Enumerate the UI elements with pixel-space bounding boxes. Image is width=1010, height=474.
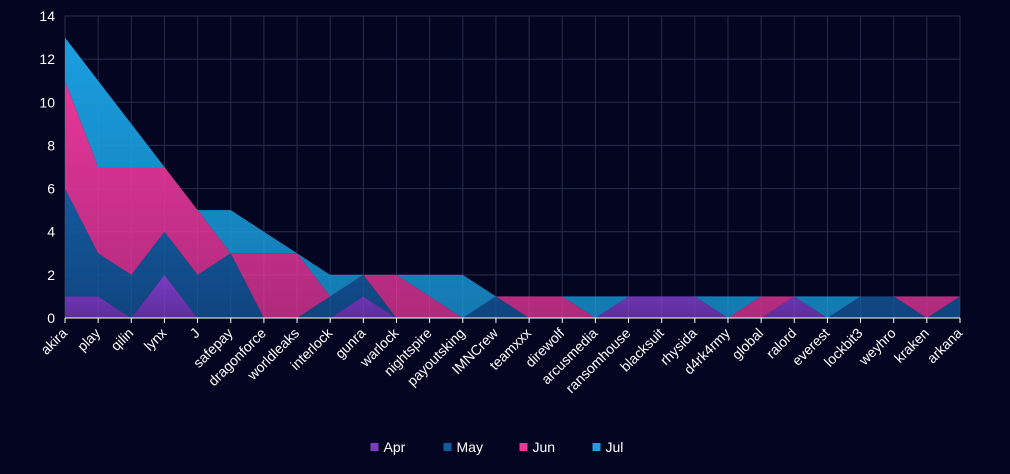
x-tick-label: weyhro — [855, 325, 899, 369]
legend-item-jun[interactable]: Jun — [519, 439, 556, 455]
legend-swatch — [592, 443, 601, 451]
y-tick-label: 6 — [47, 181, 55, 197]
x-tick-label: akira — [37, 325, 70, 358]
legend-item-may[interactable]: May — [443, 439, 483, 455]
y-tick-label: 4 — [47, 224, 55, 240]
legend-swatch — [519, 443, 528, 451]
legend-swatch — [370, 443, 379, 451]
x-tick-label: J — [186, 325, 202, 341]
legend-label: Apr — [384, 439, 406, 455]
y-tick-label: 2 — [47, 267, 55, 283]
x-tick-label: global — [728, 325, 766, 363]
legend-item-jul[interactable]: Jul — [592, 439, 624, 455]
x-tick-label: kraken — [891, 325, 932, 366]
legend-swatch — [443, 443, 452, 451]
x-tick-label: lynx — [141, 325, 170, 354]
y-tick-label: 14 — [39, 8, 55, 24]
legend-label: May — [457, 439, 483, 455]
y-tick-label: 10 — [39, 94, 55, 110]
legend-label: Jun — [533, 439, 556, 455]
x-tick-label: qilin — [107, 325, 136, 354]
area-series-jun — [65, 80, 960, 318]
legend-item-apr[interactable]: Apr — [370, 439, 406, 455]
area-series-apr — [65, 274, 960, 318]
x-tick-label: play — [74, 325, 103, 354]
plot-areas — [65, 37, 960, 318]
legend-label: Jul — [606, 439, 624, 455]
y-tick-label: 8 — [47, 137, 55, 153]
y-tick-label: 0 — [47, 310, 55, 326]
legend[interactable]: Apr May Jun Jul — [370, 439, 624, 455]
area-series-may — [65, 188, 960, 318]
y-tick-label: 12 — [39, 51, 55, 67]
x-tick-label: arkana — [924, 325, 966, 367]
